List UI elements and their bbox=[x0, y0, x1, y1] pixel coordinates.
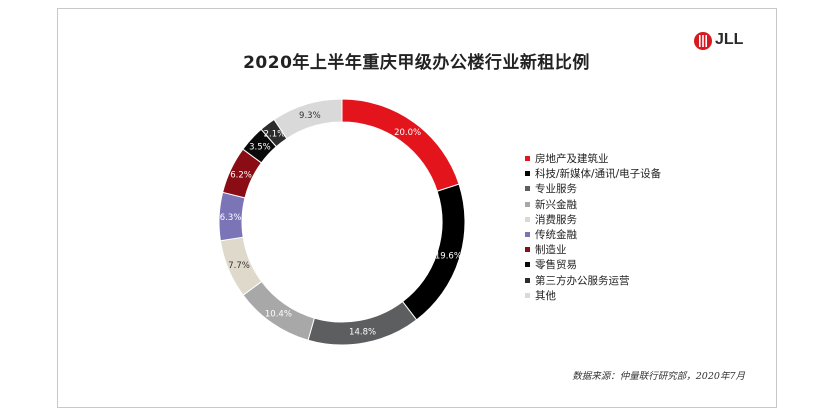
legend-label: 消费服务 bbox=[535, 213, 577, 226]
chart-legend: 房地产及建筑业科技/新媒体/通讯/电子设备 专业服务新兴金融消费服务传统金融制造业… bbox=[525, 151, 661, 303]
donut-slices bbox=[218, 98, 466, 346]
legend-label: 其他 bbox=[535, 289, 556, 302]
legend-label: 科技/新媒体/通讯/电子设备 bbox=[535, 168, 662, 181]
data-label: 7.7% bbox=[228, 261, 250, 271]
data-label: 3.5% bbox=[249, 143, 271, 153]
legend-item: 消费服务 bbox=[525, 212, 661, 227]
legend-swatch bbox=[525, 292, 530, 298]
legend-item: 科技/新媒体/通讯/电子设备 bbox=[525, 166, 661, 181]
legend-item: 零售贸易 bbox=[525, 257, 661, 272]
data-label: 10.4% bbox=[265, 310, 292, 320]
legend-swatch bbox=[525, 216, 530, 222]
data-label: 20.0% bbox=[394, 128, 421, 138]
legend-label: 制造业 bbox=[535, 244, 567, 257]
legend-swatch bbox=[525, 232, 530, 238]
jll-logo: JLL bbox=[693, 30, 753, 52]
chart-title: 2020年上半年重庆甲级办公楼行业新租比例 bbox=[243, 53, 590, 73]
legend-label: 房地产及建筑业 bbox=[535, 153, 609, 166]
chart-frame bbox=[57, 8, 777, 408]
legend-swatch bbox=[525, 262, 530, 268]
data-label: 6.3% bbox=[220, 213, 242, 223]
legend-label: 传统金融 bbox=[535, 229, 577, 242]
legend-label: 第三方办公服务运营 bbox=[535, 274, 630, 287]
data-label: 9.3% bbox=[299, 111, 321, 121]
legend-swatch bbox=[525, 186, 530, 192]
legend-item: 制造业 bbox=[525, 242, 661, 257]
donut-slice bbox=[341, 98, 460, 192]
jll-logo-text: JLL bbox=[715, 31, 744, 48]
data-label: 19.6% bbox=[435, 251, 462, 261]
legend-swatch bbox=[525, 201, 530, 207]
source-note: 数据来源：仲量联行研究部，2020年7月 bbox=[572, 371, 745, 382]
legend-swatch bbox=[525, 247, 530, 253]
legend-item: 第三方办公服务运营 bbox=[525, 273, 661, 288]
donut-slice bbox=[273, 98, 343, 140]
legend-swatch bbox=[525, 277, 530, 283]
legend-label: 专业服务 bbox=[535, 183, 577, 196]
jll-logo-icon bbox=[694, 32, 712, 50]
legend-item: 专业服务 bbox=[525, 181, 661, 196]
legend-swatch bbox=[525, 156, 530, 162]
legend-item: 其他 bbox=[525, 288, 661, 303]
donut-labels: 20.0% 19.6% 14.8% 10.4% 7.7% 6.3% 6.2% 3.5% 2.1%… bbox=[220, 111, 462, 337]
legend-item: 房地产及建筑业 bbox=[525, 151, 661, 166]
legend-item: 新兴金融 bbox=[525, 197, 661, 212]
data-label: 14.8% bbox=[349, 328, 376, 338]
legend-label: 零售贸易 bbox=[535, 259, 577, 272]
donut-slice bbox=[307, 300, 418, 346]
legend-swatch bbox=[525, 171, 530, 177]
legend-item: 传统金融 bbox=[525, 227, 661, 242]
data-label: 2.1% bbox=[264, 129, 286, 139]
legend-label: 新兴金融 bbox=[535, 198, 577, 211]
data-label: 6.2% bbox=[230, 171, 252, 181]
